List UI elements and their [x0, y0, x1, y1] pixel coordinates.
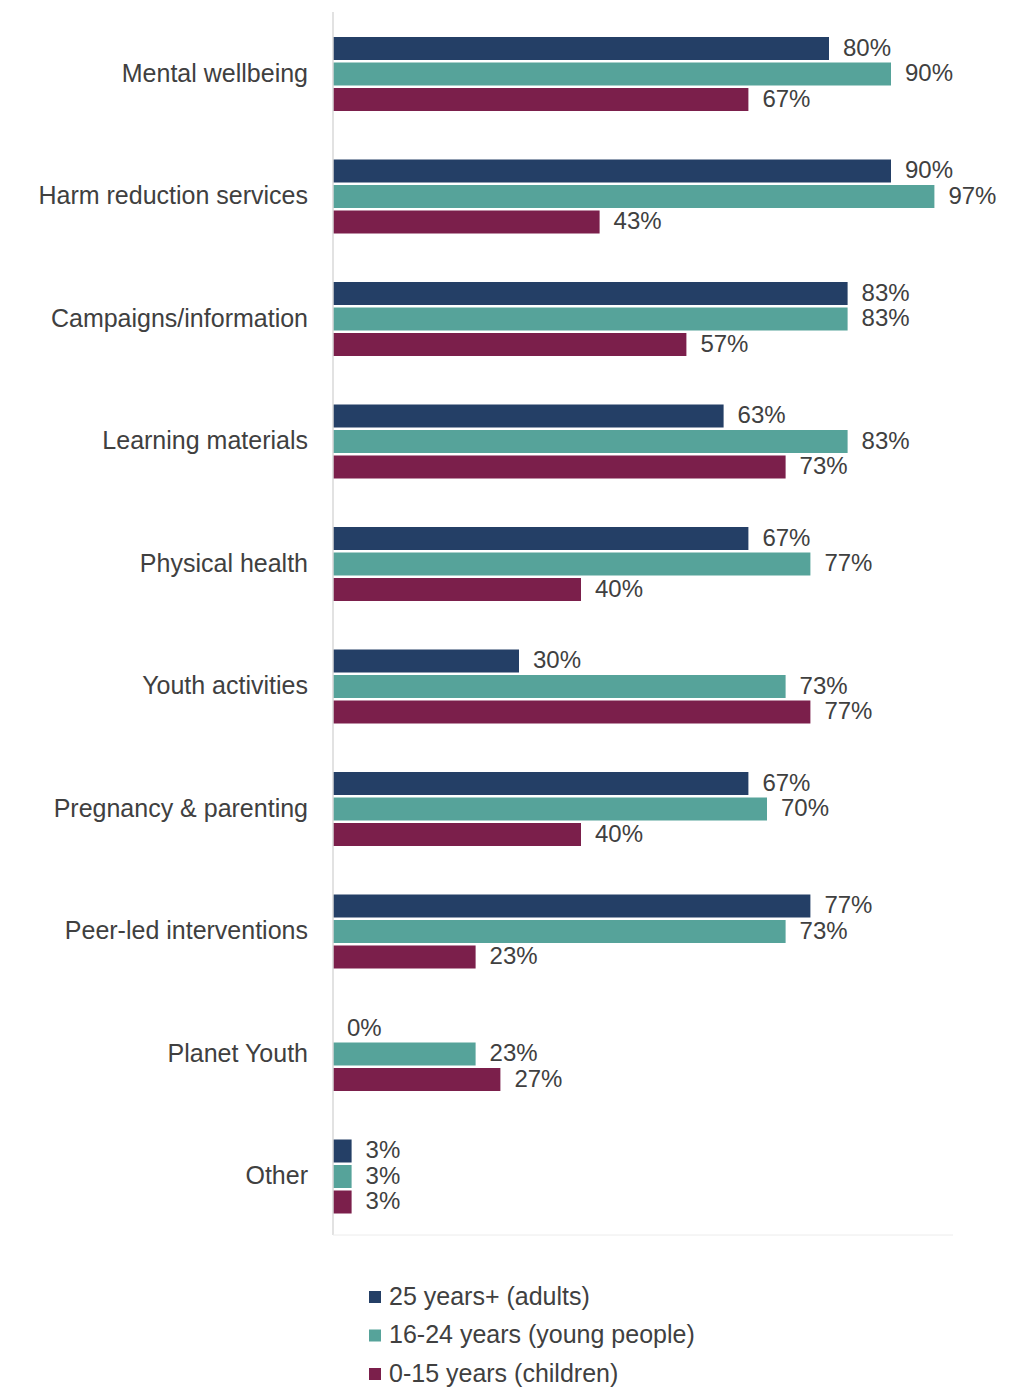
value-axis-line	[333, 1235, 953, 1236]
bar	[333, 701, 810, 724]
legend-swatch	[369, 1330, 381, 1342]
data-label: 63%	[738, 401, 786, 428]
data-label: 3%	[366, 1136, 401, 1163]
bar	[333, 798, 767, 821]
bar	[333, 1191, 352, 1214]
data-label: 67%	[762, 524, 810, 551]
data-label: 83%	[862, 427, 910, 454]
legend-label: 0-15 years (children)	[389, 1359, 618, 1387]
bar	[333, 650, 519, 673]
data-label: 67%	[762, 769, 810, 796]
bar	[333, 527, 748, 550]
category-label: Physical health	[140, 549, 308, 577]
bar	[333, 37, 829, 60]
bar	[333, 185, 934, 208]
bar	[333, 211, 600, 234]
data-label: 77%	[824, 549, 872, 576]
bar	[333, 675, 786, 698]
data-label: 73%	[800, 672, 848, 699]
bar	[333, 1043, 476, 1066]
legend-swatch	[369, 1368, 381, 1380]
category-label: Campaigns/information	[51, 304, 308, 332]
bars	[333, 37, 934, 1214]
data-label: 73%	[800, 917, 848, 944]
data-label: 27%	[514, 1065, 562, 1092]
legend: 25 years+ (adults) 16-24 years (young peo…	[369, 1282, 695, 1387]
legend-label: 25 years+ (adults)	[389, 1282, 590, 1310]
bar	[333, 553, 810, 576]
data-label: 40%	[595, 820, 643, 847]
data-label: 90%	[905, 156, 953, 183]
bar	[333, 1068, 500, 1091]
data-label: 30%	[533, 646, 581, 673]
data-label: 23%	[490, 1039, 538, 1066]
bar	[333, 456, 786, 479]
data-label: 3%	[366, 1187, 401, 1214]
data-label: 40%	[595, 575, 643, 602]
data-label: 73%	[800, 452, 848, 479]
bar	[333, 578, 581, 601]
data-label: 90%	[905, 59, 953, 86]
data-label: 77%	[824, 891, 872, 918]
category-label: Mental wellbeing	[122, 59, 308, 87]
category-label: Youth activities	[142, 671, 308, 699]
data-label: 77%	[824, 697, 872, 724]
data-label: 80%	[843, 34, 891, 61]
bar	[333, 1165, 352, 1188]
legend-label: 16-24 years (young people)	[389, 1320, 695, 1348]
bar	[333, 823, 581, 846]
bar	[333, 772, 748, 795]
data-label: 23%	[490, 942, 538, 969]
bar	[333, 920, 786, 943]
data-label: 67%	[762, 85, 810, 112]
bar	[333, 1140, 352, 1163]
bar	[333, 895, 810, 918]
category-label: Learning materials	[102, 426, 308, 454]
legend-swatch	[369, 1291, 381, 1303]
category-label: Peer-led interventions	[65, 916, 308, 944]
bar	[333, 333, 686, 356]
category-label: Planet Youth	[168, 1039, 308, 1067]
data-label: 43%	[614, 207, 662, 234]
category-label: Harm reduction services	[38, 181, 308, 209]
data-label: 57%	[700, 330, 748, 357]
bar	[333, 282, 848, 305]
category-label: Pregnancy & parenting	[54, 794, 308, 822]
bar	[333, 63, 891, 86]
category-labels: Mental wellbeing Harm reduction services C…	[38, 59, 308, 1190]
data-label: 97%	[948, 182, 996, 209]
data-label: 70%	[781, 794, 829, 821]
bar	[333, 946, 476, 969]
bar	[333, 405, 724, 428]
data-labels: 80%90%83%63%67%30%67%77%0%3%90%97%83%83%…	[347, 34, 996, 1215]
bar	[333, 88, 748, 111]
chart: 80%90%83%63%67%30%67%77%0%3%90%97%83%83%…	[0, 0, 1018, 1400]
data-label: 3%	[366, 1162, 401, 1189]
category-label: Other	[245, 1161, 308, 1189]
data-label: 83%	[862, 304, 910, 331]
data-label: 83%	[862, 279, 910, 306]
bar	[333, 430, 848, 453]
data-label: 0%	[347, 1014, 382, 1041]
bar	[333, 308, 848, 331]
bar	[333, 160, 891, 183]
axis-line	[332, 12, 334, 1235]
